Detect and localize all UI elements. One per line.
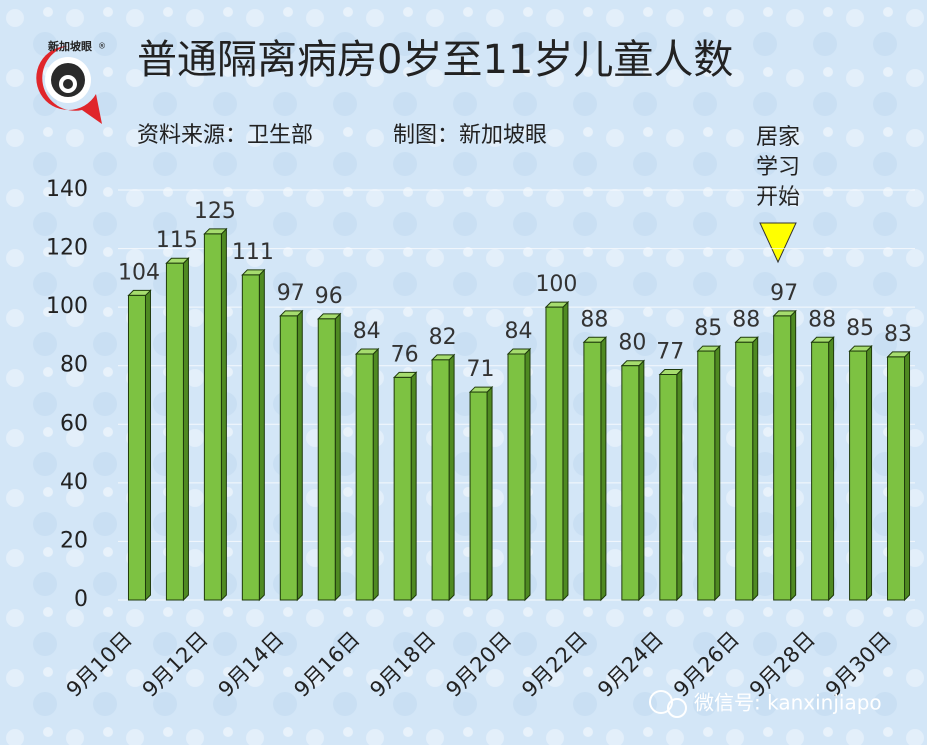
bar-side: [600, 336, 607, 602]
annotation: 学习: [756, 155, 800, 180]
bar-side: [486, 385, 493, 602]
value-label: 85: [846, 316, 874, 341]
bar: [469, 391, 488, 601]
bar-side: [220, 227, 227, 602]
bar-side: [334, 312, 341, 602]
annotation: 开始: [756, 185, 800, 210]
value-label: 88: [808, 307, 836, 332]
value-label: 84: [353, 319, 381, 344]
bar: [583, 341, 602, 601]
bar-side: [144, 289, 151, 602]
subtitle: 制图：新加坡眼: [393, 123, 547, 148]
value-label: 80: [618, 331, 646, 356]
bar: [317, 318, 336, 601]
bar-side: [296, 309, 303, 602]
bar: [545, 306, 564, 601]
value-label: 100: [535, 272, 577, 297]
value-label: 77: [656, 340, 684, 365]
y-tick-label: 60: [60, 411, 88, 436]
y-tick-label: 120: [46, 236, 88, 261]
bar-side: [676, 368, 683, 602]
y-tick-label: 0: [74, 587, 88, 612]
value-label: 76: [391, 342, 419, 367]
bar: [811, 341, 830, 601]
annotation-arrow: [759, 222, 797, 264]
bar-side: [866, 344, 873, 602]
bar: [241, 274, 260, 601]
bar-side: [752, 336, 759, 602]
subtitle: 资料来源：卫生部: [137, 123, 313, 148]
bar-side: [372, 347, 379, 602]
value-label: 82: [429, 325, 457, 350]
bar: [431, 359, 450, 601]
bar: [127, 294, 146, 601]
bar-side: [410, 371, 417, 602]
bar-side: [182, 257, 189, 602]
bar-side: [448, 353, 455, 602]
value-label: 115: [156, 228, 198, 253]
bar: [393, 376, 412, 601]
watermark-text: 微信号: kanxinjiapo: [694, 691, 882, 715]
value-label: 97: [770, 281, 798, 306]
logo-text: 新加坡眼: [48, 39, 92, 53]
logo-mark: ®: [98, 42, 106, 51]
watermark: 微信号: kanxinjiapo: [649, 690, 882, 718]
bar: [887, 356, 906, 601]
value-label: 104: [118, 260, 160, 285]
value-label: 84: [505, 319, 533, 344]
y-tick-label: 80: [60, 353, 88, 378]
bar: [697, 350, 716, 601]
y-tick-label: 100: [46, 294, 88, 319]
bar: [621, 365, 640, 601]
value-label: 83: [884, 322, 912, 347]
y-tick-label: 20: [60, 528, 88, 553]
bar-side: [562, 300, 569, 602]
bar: [659, 374, 678, 601]
bar-side: [790, 309, 797, 602]
bar-side: [638, 359, 645, 602]
value-label: 125: [194, 199, 236, 224]
bar: [165, 262, 184, 601]
value-label: 96: [315, 284, 343, 309]
bar: [735, 341, 754, 601]
bar-side: [904, 350, 911, 602]
value-label: 71: [467, 357, 495, 382]
value-label: 111: [232, 240, 274, 265]
logo: 新加坡眼 ®: [36, 39, 106, 124]
bar: [849, 350, 868, 601]
value-label: 88: [580, 307, 608, 332]
bar: [355, 353, 374, 601]
chart-title: 普通隔离病房0岁至11岁儿童人数: [137, 37, 733, 83]
value-label: 97: [277, 281, 305, 306]
y-tick-label: 40: [60, 470, 88, 495]
bar-side: [258, 268, 265, 602]
bar-side: [828, 336, 835, 602]
bar-side: [714, 344, 721, 602]
bar: [203, 233, 222, 601]
value-label: 85: [694, 316, 722, 341]
bar: [507, 353, 526, 601]
value-label: 88: [732, 307, 760, 332]
annotation: 居家: [756, 125, 800, 150]
y-tick-label: 140: [46, 177, 88, 202]
bar: [773, 315, 792, 601]
bar-side: [524, 347, 531, 602]
bar: [279, 315, 298, 601]
